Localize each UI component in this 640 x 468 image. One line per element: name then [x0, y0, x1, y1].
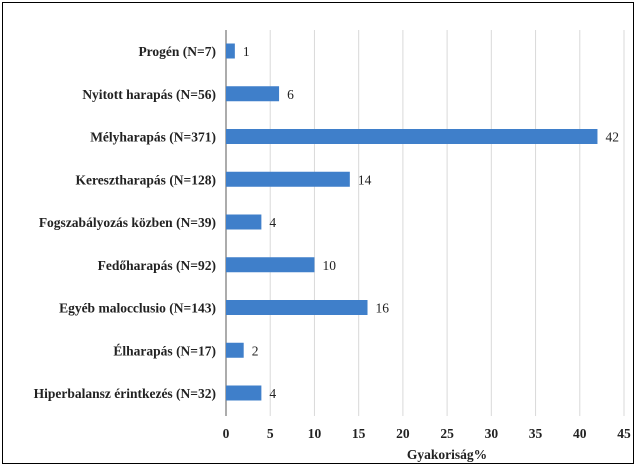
- category-label: Élharapás (N=17): [113, 343, 216, 358]
- bar: [226, 300, 368, 315]
- x-tick-label: 45: [617, 426, 631, 441]
- x-axis-title: Gyakoriság%: [407, 447, 487, 462]
- bars: [226, 43, 598, 401]
- x-tick-label: 25: [440, 426, 454, 441]
- x-tick-label: 15: [352, 426, 366, 441]
- x-tick-label: 5: [267, 426, 274, 441]
- data-label: 10: [322, 258, 336, 273]
- category-label: Fedőharapás (N=92): [98, 258, 216, 273]
- x-tick-label: 40: [573, 426, 587, 441]
- data-label: 4: [269, 386, 276, 401]
- gridlines: [225, 30, 625, 416]
- category-labels: Progén (N=7) Nyitott harapás (N=56) Mélyha…: [34, 44, 216, 401]
- x-tick-label: 35: [529, 426, 543, 441]
- data-label: 6: [287, 87, 294, 102]
- x-tick-label: 10: [308, 426, 322, 441]
- category-label: Mélyharapás (N=371): [90, 130, 216, 145]
- data-label: 14: [358, 172, 372, 187]
- bar: [226, 129, 598, 144]
- data-label: 2: [252, 343, 259, 358]
- bar: [226, 171, 350, 187]
- category-label: Fogszabályozás közben (N=39): [39, 215, 216, 230]
- bar: [226, 43, 235, 59]
- category-label: Nyitott harapás (N=56): [82, 87, 216, 102]
- data-label: 1: [243, 44, 250, 59]
- x-tick-label: 30: [485, 426, 499, 441]
- bar: [226, 385, 262, 401]
- x-tick-label: 0: [223, 426, 230, 441]
- x-tick-labels: 0 5 10 15 20 25 30 35 40 45: [223, 426, 631, 441]
- bar: [226, 214, 262, 230]
- x-tick-label: 20: [396, 426, 410, 441]
- category-label: Progén (N=7): [138, 44, 216, 59]
- bar: [226, 86, 280, 102]
- data-label: 4: [269, 215, 276, 230]
- data-label: 42: [605, 130, 619, 145]
- chart-frame: [2, 2, 634, 464]
- bar: [226, 342, 244, 358]
- category-label: Hiperbalansz érintkezés (N=32): [34, 386, 216, 401]
- category-label: Egyéb malocclusio (N=143): [59, 301, 216, 316]
- category-label: Keresztharapás (N=128): [75, 172, 216, 187]
- bar: [226, 257, 315, 273]
- data-label: 16: [376, 301, 390, 316]
